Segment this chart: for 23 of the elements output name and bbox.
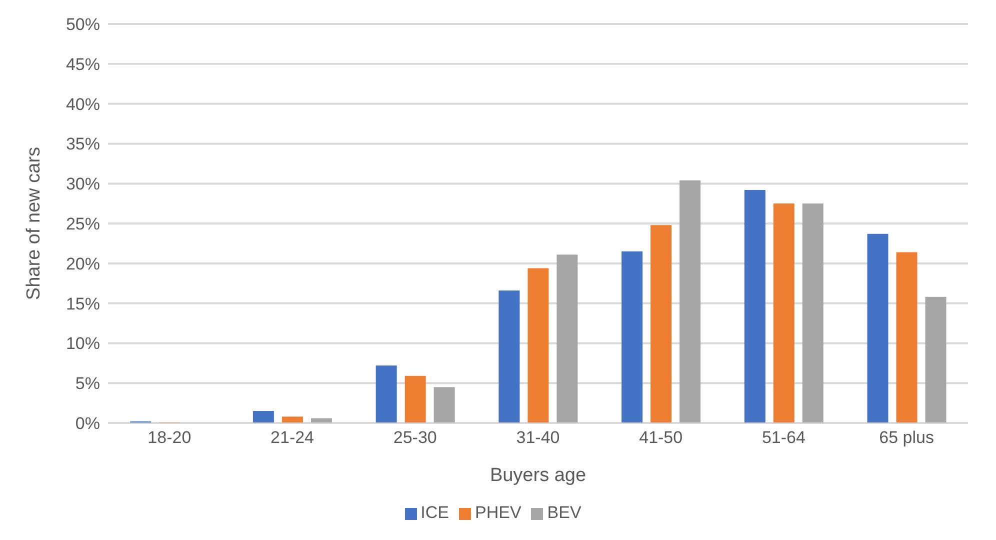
x-tick-label: 21-24: [270, 428, 314, 448]
y-tick-label: 40%: [66, 94, 100, 114]
x-tick-label: 18-20: [148, 428, 192, 448]
y-tick-label: 30%: [66, 174, 100, 194]
x-tick-label: 65 plus: [879, 428, 934, 448]
x-tick-label: 51-64: [762, 428, 806, 448]
y-tick-label: 20%: [66, 254, 100, 274]
y-tick-label: 10%: [66, 334, 100, 354]
x-tick-label: 41-50: [639, 428, 683, 448]
y-tick-label: 45%: [66, 54, 100, 74]
y-tick-label: 35%: [66, 134, 100, 154]
legend-label: PHEV: [475, 503, 522, 522]
y-tick-label: 50%: [66, 15, 100, 34]
y-tick-label: 15%: [66, 294, 100, 314]
x-axis-title: Buyers age: [490, 465, 586, 486]
y-axis-title: Share of new cars: [24, 146, 45, 300]
legend-label: BEV: [547, 503, 582, 522]
y-tick-label: 5%: [75, 374, 100, 394]
legend-label: ICE: [420, 503, 449, 522]
x-tick-label: 31-40: [516, 428, 560, 448]
y-tick-label: 25%: [66, 214, 100, 234]
x-tick-label: 25-30: [393, 428, 437, 448]
y-tick-label: 0%: [75, 414, 100, 434]
